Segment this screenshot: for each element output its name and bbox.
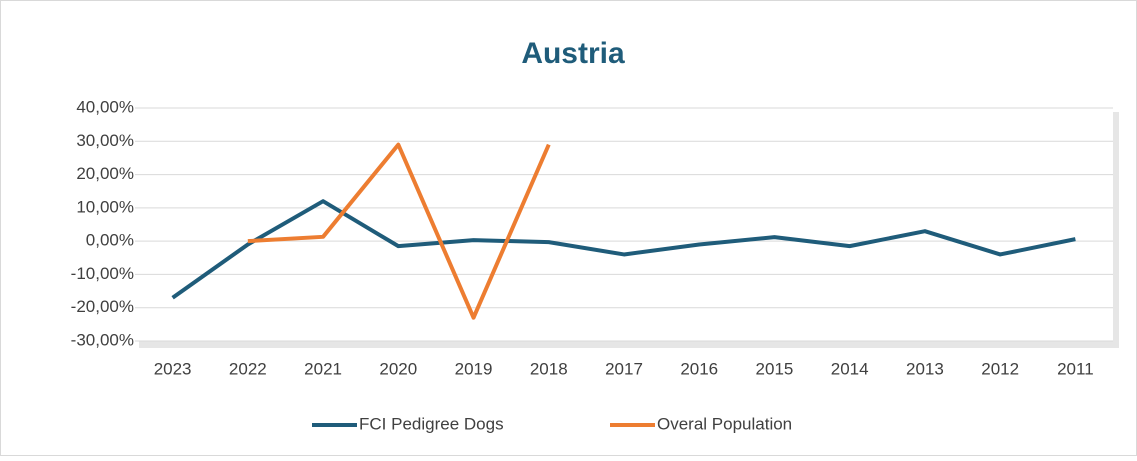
x-tick-label: 2019 (455, 359, 493, 378)
x-tick-label: 2023 (154, 359, 192, 378)
y-tick-label: -20,00% (71, 297, 134, 316)
y-tick-label: -10,00% (71, 264, 134, 283)
x-tick-label: 2016 (680, 359, 718, 378)
x-tick-label: 2012 (981, 359, 1019, 378)
series-line (171, 199, 1076, 300)
legend-label: Overal Population (657, 414, 792, 433)
series-line (247, 142, 551, 320)
y-tick-label: 20,00% (76, 164, 134, 183)
x-tick-label: 2015 (756, 359, 794, 378)
y-tick-label: 0,00% (86, 231, 134, 250)
x-tick-label: 2018 (530, 359, 568, 378)
x-tick-label: 2013 (906, 359, 944, 378)
plot-area (135, 108, 1113, 341)
x-tick-label: 2020 (379, 359, 417, 378)
y-tick-label: 40,00% (76, 97, 134, 116)
x-tick-label: 2017 (605, 359, 643, 378)
y-tick-label: 30,00% (76, 131, 134, 150)
legend-label: FCI Pedigree Dogs (359, 414, 504, 433)
x-tick-label: 2014 (831, 359, 869, 378)
x-tick-label: 2022 (229, 359, 267, 378)
y-tick-label: 10,00% (76, 197, 134, 216)
x-tick-label: 2011 (1057, 359, 1094, 378)
x-tick-label: 2021 (304, 359, 342, 378)
chart-title: Austria (521, 37, 625, 70)
y-tick-label: -30,00% (71, 330, 134, 349)
